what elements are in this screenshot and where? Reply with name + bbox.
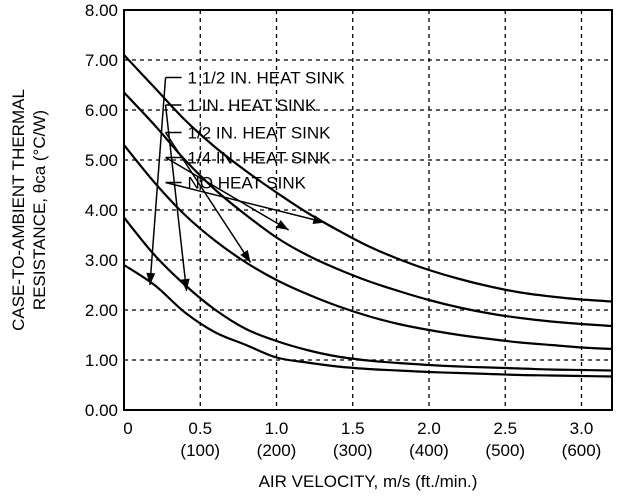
- y-tick-label: 7.00: [85, 51, 118, 70]
- x-tick-label: 1.0: [265, 419, 289, 438]
- y-tick-label: 6.00: [85, 101, 118, 120]
- series-label: 1/4 IN. HEAT SINK: [188, 149, 332, 168]
- x-tick-label: 1.5: [341, 419, 365, 438]
- arrowhead: [240, 249, 251, 263]
- series-line: [123, 54, 613, 303]
- annotation-arrows: [146, 76, 326, 292]
- grid: [124, 10, 612, 410]
- x-tick-sublabel: (200): [257, 441, 297, 460]
- y-axis-title-line2: RESISTANCE, θca (°C/W): [30, 110, 49, 310]
- x-tick-label: 3.0: [570, 419, 594, 438]
- series-line: [123, 264, 613, 378]
- series-label: NO HEAT SINK: [188, 174, 307, 193]
- x-tick-sublabel: (600): [562, 441, 602, 460]
- x-tick-label: 2.5: [493, 419, 517, 438]
- arrow-line: [164, 132, 252, 263]
- series-line: [123, 216, 613, 372]
- arrow-line: [165, 156, 290, 231]
- x-axis-title: AIR VELOCITY, m/s (ft./min.): [259, 472, 478, 491]
- arrow-line: [164, 104, 188, 292]
- series-line: [123, 144, 613, 351]
- series-label: 1 IN. HEAT SINK: [188, 96, 317, 115]
- series-label: 1 1/2 IN. HEAT SINK: [188, 69, 346, 88]
- x-tick-labels: 0 0.5 (100) 1.0 (200) 1.5 (300) 2.0 (400) 2.5 (500…: [123, 419, 601, 460]
- x-tick-sublabel: (100): [180, 441, 220, 460]
- x-tick-label: 0: [123, 419, 132, 438]
- x-tick-label: 2.0: [417, 419, 441, 438]
- series-labels: 1 1/2 IN. HEAT SINK 1 IN. HEAT SINK 1/2 IN…: [188, 69, 346, 193]
- arrow-line: [165, 181, 326, 224]
- arrow-line: [149, 77, 167, 286]
- arrowhead: [146, 272, 156, 285]
- y-tick-label: 5.00: [85, 151, 118, 170]
- arrowhead: [276, 220, 289, 230]
- arrowhead: [312, 215, 326, 224]
- y-tick-label: 0.00: [85, 401, 118, 420]
- plot-frame: [123, 9, 613, 411]
- y-tick-label: 2.00: [85, 301, 118, 320]
- x-tick-sublabel: (500): [485, 441, 525, 460]
- y-axis-title: CASE-TO-AMBIENT THERMAL RESISTANCE, θca …: [9, 89, 49, 331]
- arrowhead: [180, 278, 190, 291]
- y-axis-title-line1: CASE-TO-AMBIENT THERMAL: [9, 89, 28, 331]
- y-tick-label: 3.00: [85, 251, 118, 270]
- y-tick-labels: 0.00 1.00 2.00 3.00 4.00 5.00 6.00 7.00 8.00: [85, 1, 118, 420]
- y-tick-label: 1.00: [85, 351, 118, 370]
- x-tick-label: 0.5: [188, 419, 212, 438]
- y-tick-label: 4.00: [85, 201, 118, 220]
- series-label: 1/2 IN. HEAT SINK: [188, 124, 332, 143]
- y-tick-label: 8.00: [85, 1, 118, 20]
- x-tick-sublabel: (400): [409, 441, 449, 460]
- x-tick-sublabel: (300): [333, 441, 373, 460]
